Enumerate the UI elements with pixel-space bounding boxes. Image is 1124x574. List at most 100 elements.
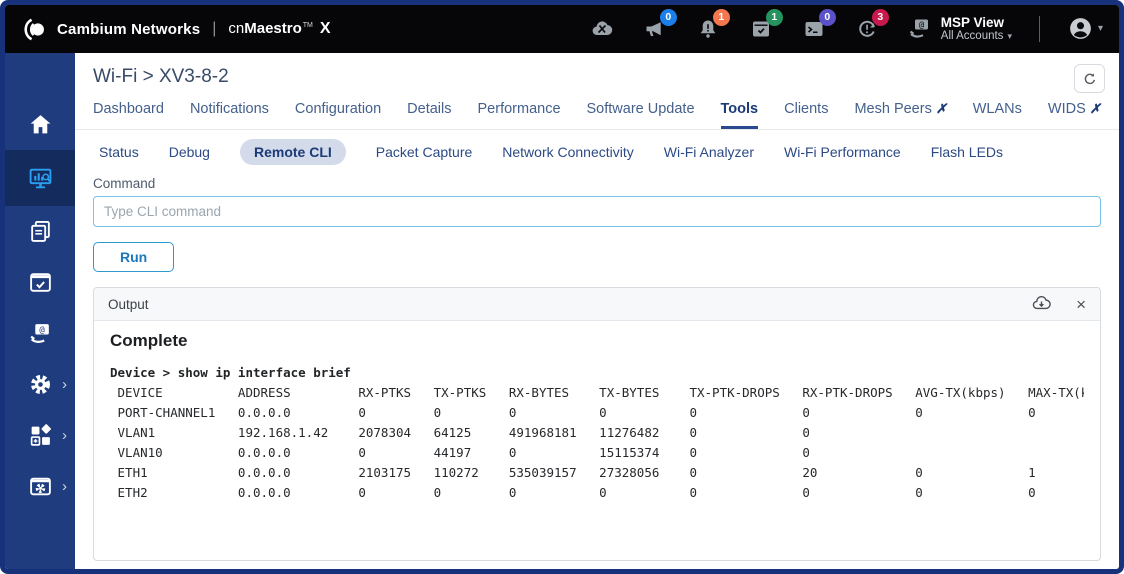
tab-details[interactable]: Details	[407, 101, 452, 117]
svg-text:@: @	[39, 325, 45, 335]
subtab-network-connectivity[interactable]: Network Connectivity	[502, 144, 634, 160]
main-content: Wi-Fi > XV3-8-2 Dashboard Notifications …	[75, 53, 1119, 569]
cambium-swoosh-icon	[24, 18, 44, 40]
command-section: Command Run	[75, 172, 1119, 272]
announcements-badge: 0	[659, 8, 677, 26]
sessions-badge: 0	[818, 8, 836, 26]
bell-alert-icon	[700, 20, 716, 38]
tab-software-update[interactable]: Software Update	[586, 101, 695, 117]
sync-alert-icon	[859, 20, 875, 37]
sidebar-item-services[interactable]: ›	[5, 410, 75, 461]
announcements-button[interactable]: 0	[642, 8, 677, 42]
output-panel-header: Output ×	[94, 288, 1100, 321]
sidebar-item-msp[interactable]: @	[5, 308, 75, 359]
tab-configuration[interactable]: Configuration	[294, 101, 382, 117]
cli-command-input[interactable]	[93, 196, 1101, 227]
output-status: Complete	[110, 331, 188, 350]
msp-view-selector[interactable]: @ MSP View All Accounts ▾	[907, 15, 1012, 44]
product-prefix: cn	[228, 20, 245, 37]
mesh-peers-x-icon: ✗	[935, 101, 947, 116]
msp-view-subtitle: All Accounts ▾	[940, 30, 1012, 43]
output-actions: ×	[1031, 294, 1086, 315]
terminal-icon	[805, 21, 823, 36]
tools-subtabs: Status Debug Remote CLI Packet Capture N…	[75, 130, 1119, 172]
sidebar-nav: @ ›	[5, 53, 75, 569]
cli-table: DEVICE ADDRESS RX-PTKS TX-PTKS RX-BYTES …	[117, 385, 1084, 500]
cloud-sync-off-button[interactable]	[589, 16, 615, 42]
chevron-right-icon: ›	[62, 478, 67, 495]
device-tabs: Dashboard Notifications Configuration De…	[75, 94, 1119, 130]
appliance-icon	[29, 477, 51, 496]
megaphone-icon	[646, 22, 661, 36]
sidebar-item-reports[interactable]	[5, 206, 75, 257]
calendar-check-icon	[752, 21, 769, 37]
sidebar-item-settings[interactable]: ›	[5, 359, 75, 410]
wids-x-icon: ✗	[1089, 101, 1101, 116]
breadcrumb-row: Wi-Fi > XV3-8-2	[75, 53, 1119, 94]
msp-caret-icon: ▾	[1007, 31, 1012, 42]
topbar-divider	[1038, 15, 1040, 42]
home-icon	[30, 115, 50, 134]
download-icon[interactable]	[1031, 294, 1052, 315]
sessions-button[interactable]: 0	[801, 8, 836, 42]
refresh-button[interactable]	[1074, 64, 1105, 93]
alarms-button[interactable]: 1	[695, 8, 730, 42]
alerts-button[interactable]: 3	[854, 8, 889, 42]
tab-tools[interactable]: Tools	[720, 94, 759, 129]
jobs-button[interactable]: 1	[748, 8, 783, 42]
product-tm: TM	[302, 22, 313, 29]
product-x: X	[319, 20, 331, 37]
tab-wlans[interactable]: WLANs	[972, 101, 1022, 117]
subtab-status[interactable]: Status	[99, 144, 139, 160]
product-main: Maestro	[244, 20, 302, 37]
output-panel: Output × Complete Device > show ip inter…	[93, 287, 1101, 561]
user-menu-button[interactable]: ▾	[1067, 15, 1103, 42]
msp-view-text: MSP View All Accounts ▾	[941, 15, 1012, 44]
reports-icon	[30, 220, 50, 242]
sidebar-item-jobs[interactable]	[5, 257, 75, 308]
alerts-badge: 3	[871, 8, 889, 26]
user-caret-icon: ▾	[1097, 23, 1103, 35]
brand-divider: |	[212, 20, 217, 37]
cloud-off-icon	[592, 21, 612, 35]
subtab-flash-leds[interactable]: Flash LEDs	[930, 144, 1004, 160]
product-name: cn Maestro TM X	[228, 20, 330, 38]
msp-view-title: MSP View	[940, 14, 1005, 30]
tab-notifications[interactable]: Notifications	[189, 101, 269, 117]
tab-mesh-peers[interactable]: Mesh Peers ✗	[854, 101, 947, 117]
services-apps-icon	[30, 424, 51, 446]
msp-services-icon: @	[29, 324, 49, 343]
subtab-wifi-performance[interactable]: Wi-Fi Performance	[784, 144, 901, 160]
sidebar-item-monitoring[interactable]	[5, 150, 75, 206]
subtab-wifi-analyzer[interactable]: Wi-Fi Analyzer	[663, 144, 754, 160]
msp-hand-folder-icon: @	[909, 19, 928, 38]
refresh-icon	[1084, 72, 1095, 84]
chevron-right-icon: ›	[62, 376, 67, 393]
top-bar: Cambium Networks | cn Maestro TM X 0	[5, 5, 1119, 53]
brand-name: Cambium Networks	[57, 20, 201, 38]
run-button[interactable]: Run	[93, 242, 175, 272]
subtab-remote-cli[interactable]: Remote CLI	[239, 139, 346, 165]
command-label: Command	[93, 176, 156, 191]
subtab-debug[interactable]: Debug	[168, 144, 210, 160]
close-icon[interactable]: ×	[1076, 294, 1086, 314]
monitoring-icon	[29, 168, 51, 188]
tab-dashboard[interactable]: Dashboard	[93, 101, 164, 117]
topbar-actions: 0 1 1	[589, 8, 1103, 44]
tab-clients[interactable]: Clients	[784, 101, 829, 117]
output-title: Output	[108, 296, 149, 312]
cambium-logo[interactable]: Cambium Networks	[21, 16, 200, 43]
chevron-right-icon: ›	[62, 427, 67, 444]
tab-performance[interactable]: Performance	[477, 101, 561, 117]
cli-prompt-line: Device > show ip interface brief	[110, 365, 351, 380]
jobs-icon	[29, 273, 51, 292]
sidebar-item-home[interactable]	[5, 99, 75, 150]
settings-gear-icon	[30, 375, 50, 394]
sidebar-item-appliance[interactable]: ›	[5, 461, 75, 512]
subtab-packet-capture[interactable]: Packet Capture	[375, 144, 473, 160]
alarms-badge: 1	[712, 8, 730, 26]
svg-text:@: @	[919, 20, 924, 30]
breadcrumb: Wi-Fi > XV3-8-2	[93, 66, 229, 87]
tab-wids[interactable]: WIDS ✗	[1047, 101, 1101, 117]
